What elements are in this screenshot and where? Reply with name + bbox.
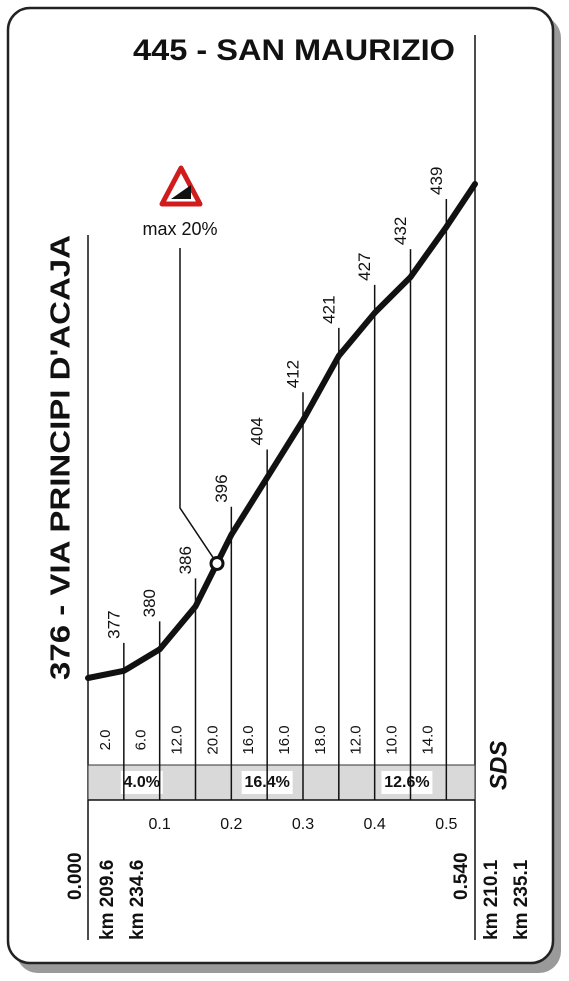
gradient-label: 18.0 bbox=[312, 725, 329, 754]
warning-icon-slope bbox=[171, 185, 191, 199]
elevation-label: 380 bbox=[140, 589, 159, 617]
elevation-label: 404 bbox=[248, 417, 267, 445]
gradient-label: 20.0 bbox=[204, 725, 221, 754]
elevation-label: 432 bbox=[391, 217, 410, 245]
gradient-label: 16.0 bbox=[276, 725, 293, 754]
gradient-label: 10.0 bbox=[384, 725, 401, 754]
gradient-label: 2.0 bbox=[97, 730, 114, 751]
end-km: km 235.1 bbox=[511, 859, 532, 940]
start-distance: 0.000 bbox=[65, 852, 86, 900]
gradient-label: 12.0 bbox=[348, 725, 365, 754]
x-tick-label: 0.2 bbox=[220, 816, 242, 833]
elevation-label: 377 bbox=[104, 610, 123, 638]
section-label: 4.0% bbox=[124, 774, 160, 791]
start-km: km 209.6 bbox=[97, 860, 118, 940]
elevation-label: 396 bbox=[212, 474, 231, 502]
section-label: 12.6% bbox=[384, 774, 429, 791]
section-label-bg bbox=[381, 771, 433, 794]
elevation-label: 412 bbox=[283, 360, 302, 388]
card bbox=[6, 6, 555, 965]
annotation-point bbox=[209, 555, 225, 571]
elevation-label: 439 bbox=[427, 167, 446, 195]
x-tick-label: 0.1 bbox=[149, 816, 171, 833]
profile-line bbox=[85, 181, 478, 681]
x-tick-label: 0.4 bbox=[364, 816, 386, 833]
gradient-label: 16.0 bbox=[240, 725, 257, 754]
x-tick-label: 0.5 bbox=[435, 816, 457, 833]
elevation-label: 421 bbox=[319, 295, 338, 323]
end-km: km 210.1 bbox=[481, 859, 502, 940]
x-tick-label: 0.3 bbox=[292, 816, 314, 833]
chart-title: 445 - SAN MAURIZIO bbox=[133, 34, 455, 67]
end-distance: 0.540 bbox=[451, 852, 472, 900]
gradient-label: 14.0 bbox=[419, 725, 436, 754]
start-km: km 234.6 bbox=[127, 860, 148, 940]
gradient-label: 12.0 bbox=[169, 725, 186, 754]
elevation-label: 427 bbox=[355, 252, 374, 280]
start-label: 376 - VIA PRINCIPI D'ACAJA bbox=[44, 235, 75, 680]
logo: SDS bbox=[485, 741, 512, 790]
elevation-label: 386 bbox=[176, 546, 195, 574]
section-label-bg bbox=[120, 771, 163, 794]
gradient-label: 6.0 bbox=[133, 730, 150, 751]
annotation-leader bbox=[179, 248, 218, 564]
annotation-text: max 20% bbox=[142, 219, 217, 239]
